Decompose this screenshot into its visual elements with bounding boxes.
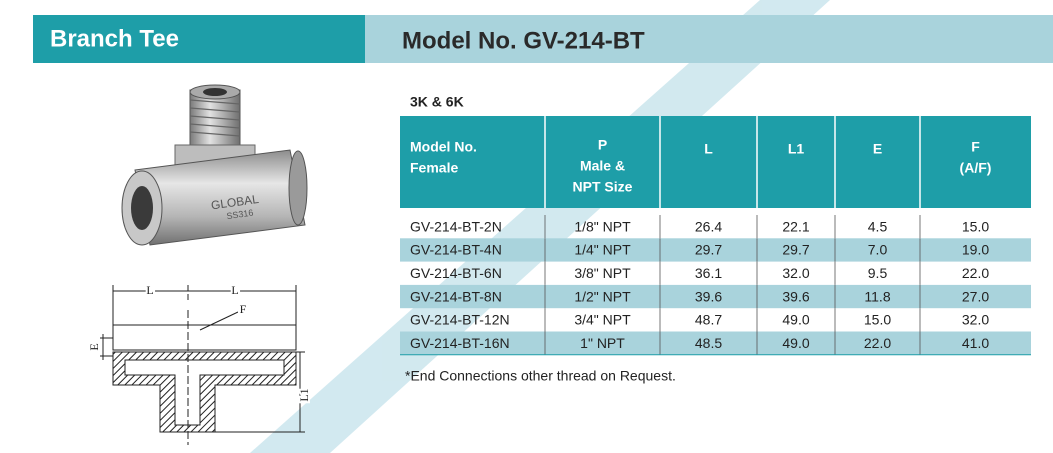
product-photo: GLOBAL SS316: [121, 84, 308, 246]
table-cell: 9.5: [868, 265, 888, 281]
row-band: [400, 284, 1031, 309]
technical-drawing: [100, 285, 305, 445]
table-cell: 36.1: [695, 265, 722, 281]
model-bar: [365, 15, 1053, 63]
row-band: [400, 331, 1031, 355]
table-cell: GV-214-BT-4N: [410, 242, 502, 258]
photo-material: SS316: [226, 208, 254, 222]
table-cell: 22.1: [782, 218, 809, 234]
column-header: NPT Size: [573, 179, 633, 195]
model-number: Model No. GV-214-BT: [402, 27, 645, 54]
table-cell: 15.0: [962, 218, 989, 234]
column-header: F: [971, 139, 980, 155]
watermark: [250, 0, 830, 453]
row-band: [400, 238, 1031, 262]
table-cell: GV-214-BT-16N: [410, 335, 510, 351]
footnote: *End Connections other thread on Request…: [405, 368, 676, 384]
table-cell: GV-214-BT-6N: [410, 265, 502, 281]
table-cell: GV-214-BT-2N: [410, 218, 502, 234]
table-cell: 26.4: [695, 218, 722, 234]
dimension-label: L: [146, 283, 153, 297]
title: Branch Tee: [50, 25, 179, 52]
table-cell: 41.0: [962, 335, 989, 351]
table-header: [400, 116, 1031, 208]
table-cell: 39.6: [782, 288, 809, 304]
table-cell: GV-214-BT-12N: [410, 312, 510, 328]
table-cell: 1/4" NPT: [574, 242, 631, 258]
table-cell: 4.5: [868, 218, 888, 234]
column-header: (A/F): [960, 160, 992, 176]
table-cell: 29.7: [782, 242, 809, 258]
table-cell: 32.0: [962, 312, 989, 328]
table-cell: 1/2" NPT: [574, 288, 631, 304]
column-header: L: [704, 141, 713, 157]
table-cell: 39.6: [695, 288, 722, 304]
table-cell: 48.5: [695, 335, 722, 351]
table-cell: 3/4" NPT: [574, 312, 631, 328]
table-cell: 11.8: [864, 288, 890, 304]
table-cell: 49.0: [782, 312, 809, 328]
table-cell: 22.0: [962, 265, 989, 281]
photo-brand: GLOBAL: [210, 192, 260, 213]
table-cell: 22.0: [864, 335, 891, 351]
title-box: [33, 15, 365, 63]
dimension-label: L: [231, 283, 238, 297]
table-cell: 19.0: [962, 242, 989, 258]
table-cell: GV-214-BT-8N: [410, 288, 502, 304]
column-header: Model No.: [410, 139, 477, 155]
column-header: L1: [788, 141, 805, 157]
table-cell: 15.0: [864, 312, 891, 328]
table-cell: 1/8" NPT: [574, 218, 631, 234]
column-header: Female: [410, 160, 458, 176]
table-cell: 48.7: [695, 312, 722, 328]
column-header: P: [598, 137, 607, 153]
column-header: E: [873, 141, 882, 157]
column-header: Male &: [580, 158, 625, 174]
table-cell: 7.0: [868, 242, 888, 258]
dimension-label: L1: [297, 388, 311, 401]
table-cell: 27.0: [962, 288, 989, 304]
table-cell: 49.0: [782, 335, 809, 351]
table-caption: 3K & 6K: [410, 94, 464, 110]
dimension-label: F: [240, 302, 247, 316]
table-cell: 3/8" NPT: [574, 265, 631, 281]
table-cell: 1" NPT: [580, 335, 625, 351]
dimension-label: E: [87, 343, 101, 350]
table-cell: 29.7: [695, 242, 722, 258]
table-cell: 32.0: [782, 265, 809, 281]
